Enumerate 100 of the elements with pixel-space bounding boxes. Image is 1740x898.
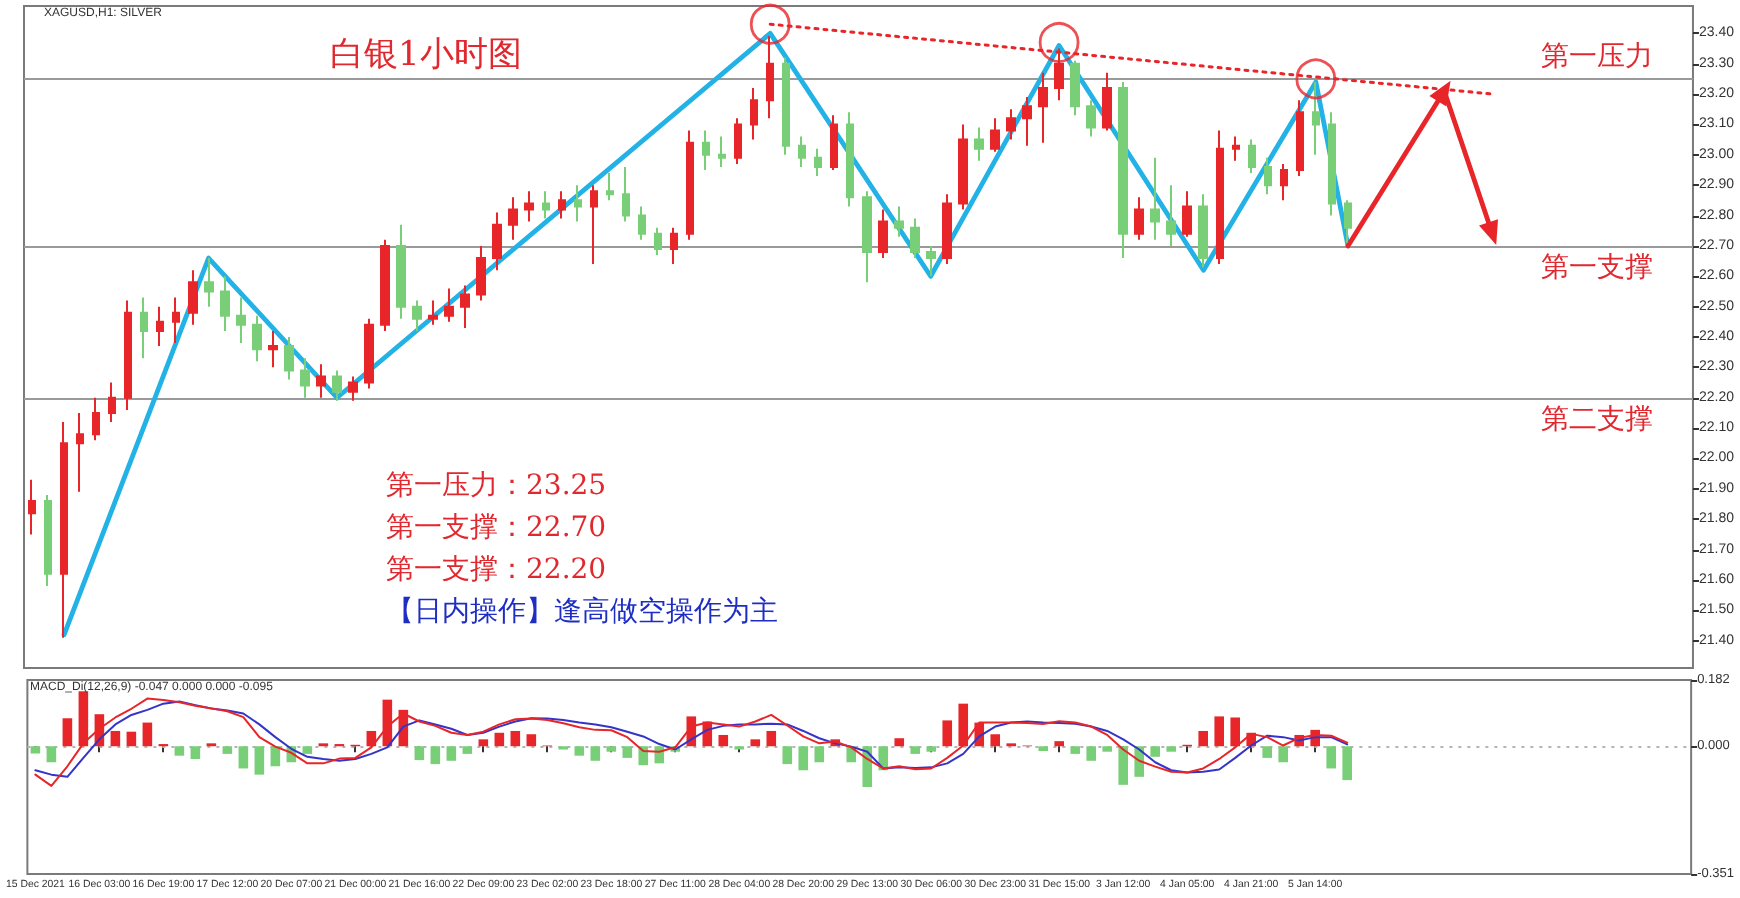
candlestick	[622, 165, 630, 223]
line-series	[61, 30, 1351, 637]
candlestick	[1328, 111, 1336, 217]
candlestick	[750, 86, 758, 141]
candlestick	[558, 190, 566, 220]
bar	[462, 746, 473, 754]
bar	[1118, 746, 1129, 785]
candlestick	[1038, 71, 1048, 144]
bar	[494, 732, 505, 747]
candlestick	[926, 244, 936, 278]
candlestick	[140, 296, 148, 360]
bar	[430, 746, 441, 765]
bar	[718, 734, 729, 747]
candlestick	[444, 287, 454, 323]
bar	[510, 730, 521, 747]
candlestick	[364, 317, 374, 390]
bar	[1214, 716, 1225, 747]
candlestick	[380, 238, 390, 332]
candlestick	[300, 357, 310, 399]
bar	[1230, 717, 1240, 747]
bar	[894, 738, 905, 747]
candlestick	[1248, 138, 1256, 175]
candlestick	[220, 275, 230, 332]
candlestick	[156, 305, 164, 348]
candlestick	[28, 478, 36, 536]
candlestick	[236, 296, 246, 345]
candlestick	[92, 396, 100, 442]
bar	[1150, 746, 1161, 757]
candlestick	[1264, 156, 1272, 196]
candlestick	[1312, 80, 1320, 156]
bar	[222, 746, 233, 754]
candlestick	[172, 296, 180, 345]
bar	[750, 739, 761, 747]
bar	[1070, 746, 1081, 754]
bar	[990, 734, 1001, 747]
candlestick	[188, 269, 198, 326]
candlestick	[428, 299, 438, 326]
candlestick	[734, 117, 742, 165]
bar	[1086, 746, 1097, 761]
bar	[1166, 746, 1177, 752]
bar	[174, 746, 185, 756]
candlestick	[268, 329, 278, 369]
bar	[798, 746, 809, 771]
candlestick	[862, 190, 872, 284]
candlestick	[686, 129, 694, 241]
candlestick	[782, 56, 790, 156]
bar	[958, 703, 969, 747]
bar	[1342, 746, 1352, 781]
bar	[942, 720, 953, 747]
annotation: 第一压力：23.25	[386, 470, 607, 502]
candlestick	[638, 205, 646, 241]
candlestick	[1150, 156, 1160, 241]
candlestick	[1086, 99, 1096, 138]
bar	[142, 722, 153, 747]
candlestick	[108, 381, 116, 424]
candlestick	[1134, 196, 1144, 241]
candlestick	[718, 135, 726, 168]
candlestick	[654, 226, 662, 257]
candlestick	[396, 223, 406, 320]
annotation: 第一支撑：22.20	[386, 554, 607, 586]
bar	[526, 734, 537, 747]
bar	[782, 746, 793, 765]
candlestick	[1102, 71, 1112, 132]
bar	[302, 746, 313, 754]
candlestick	[124, 299, 132, 411]
candlestick	[60, 421, 68, 639]
bar	[110, 730, 121, 747]
candlestick	[412, 299, 422, 332]
candlestick	[476, 244, 486, 302]
candlestick	[348, 375, 358, 402]
candlestick	[1006, 108, 1016, 141]
candlestick	[1232, 135, 1240, 162]
candlestick	[204, 257, 214, 308]
candlestick	[44, 493, 52, 588]
candlestick	[1166, 184, 1176, 247]
bar	[126, 731, 137, 747]
candlestick	[814, 147, 822, 178]
bar	[1102, 746, 1113, 752]
bar	[622, 746, 633, 758]
candlestick	[958, 123, 968, 211]
candlestick	[574, 184, 582, 223]
bar	[1054, 741, 1065, 747]
candlestick	[1182, 190, 1192, 238]
bar	[478, 739, 489, 747]
candlestick	[942, 193, 952, 266]
candlestick	[542, 190, 550, 220]
candlestick	[878, 208, 888, 260]
bar	[414, 746, 425, 761]
candlestick	[1198, 193, 1208, 269]
candlestick	[974, 126, 984, 162]
ref-line-label: 第一压力	[1540, 40, 1653, 73]
candlestick	[1344, 199, 1352, 244]
candlestick	[1022, 96, 1032, 147]
candlestick	[1296, 99, 1304, 178]
annotation: 【日内操作】逢高做空操作为主	[386, 596, 778, 628]
annotation: 第一支撑：22.70	[386, 512, 607, 544]
candlestick	[910, 217, 920, 260]
bar	[190, 746, 201, 759]
candlestick	[508, 196, 518, 241]
bar	[46, 746, 57, 763]
